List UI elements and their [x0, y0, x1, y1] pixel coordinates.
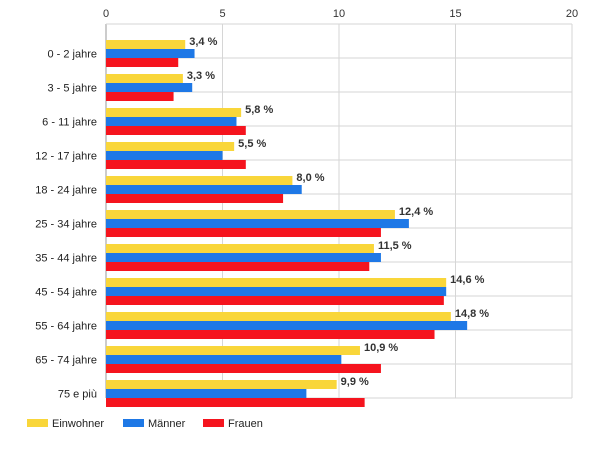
bar-einwohner	[106, 346, 360, 355]
bar-maenner	[106, 287, 447, 296]
x-tick-label: 20	[566, 8, 578, 20]
bar-frauen	[106, 262, 370, 271]
legend-label-maenner: Männer	[148, 418, 186, 430]
category-label: 25 - 34 jahre	[35, 219, 97, 231]
data-label: 9,9 %	[341, 376, 369, 388]
legend-label-einwohner: Einwohner	[52, 418, 104, 430]
bar-einwohner	[106, 312, 451, 321]
bar-frauen	[106, 330, 435, 339]
bars	[106, 40, 468, 407]
bar-einwohner	[106, 244, 374, 253]
data-label: 11,5 %	[378, 240, 412, 252]
legend-swatch-einwohner	[27, 419, 48, 427]
bar-frauen	[106, 58, 179, 67]
bar-maenner	[106, 355, 342, 364]
data-label: 12,4 %	[399, 206, 433, 218]
x-tick-label: 0	[103, 8, 109, 20]
legend-swatch-maenner	[123, 419, 144, 427]
legend: Einwohner Männer Frauen	[27, 418, 263, 430]
x-axis-ticks: 0 5 10 15 20	[103, 8, 578, 20]
bar-frauen	[106, 194, 284, 203]
category-label: 6 - 11 jahre	[42, 117, 97, 129]
category-label: 0 - 2 jahre	[47, 49, 97, 61]
category-label: 55 - 64 jahre	[35, 321, 97, 333]
bar-frauen	[106, 92, 174, 101]
bar-frauen	[106, 296, 444, 305]
bar-frauen	[106, 364, 381, 373]
data-label: 14,8 %	[455, 308, 489, 320]
bar-einwohner	[106, 74, 183, 83]
data-label: 5,5 %	[238, 138, 266, 150]
category-label: 65 - 74 jahre	[35, 355, 97, 367]
category-labels: 0 - 2 jahre 3 - 5 jahre 6 - 11 jahre 12 - 1…	[35, 49, 97, 401]
category-label: 75 e più	[58, 389, 97, 401]
category-label: 18 - 24 jahre	[35, 185, 97, 197]
x-tick-label: 5	[219, 8, 225, 20]
category-label: 35 - 44 jahre	[35, 253, 97, 265]
data-label: 3,3 %	[187, 70, 215, 82]
bar-einwohner	[106, 210, 395, 219]
bar-einwohner	[106, 40, 186, 49]
data-label: 8,0 %	[296, 172, 324, 184]
data-label: 5,8 %	[245, 104, 273, 116]
bar-maenner	[106, 185, 302, 194]
bar-maenner	[106, 117, 237, 126]
bar-maenner	[106, 49, 195, 58]
x-tick-label: 15	[449, 8, 461, 20]
bar-einwohner	[106, 380, 337, 389]
bar-einwohner	[106, 142, 235, 151]
category-label: 12 - 17 jahre	[35, 151, 97, 163]
bar-maenner	[106, 321, 468, 330]
category-label: 45 - 54 jahre	[35, 287, 97, 299]
bar-einwohner	[106, 108, 242, 117]
bar-frauen	[106, 228, 381, 237]
bar-maenner	[106, 83, 193, 92]
bar-frauen	[106, 126, 246, 135]
category-label: 3 - 5 jahre	[47, 83, 97, 95]
bar-maenner	[106, 219, 409, 228]
bar-maenner	[106, 253, 381, 262]
bar-einwohner	[106, 278, 447, 287]
data-labels: 3,4 % 3,3 % 5,8 % 5,5 % 8,0 % 12,4 % 11,5 % 14,…	[187, 36, 489, 388]
bar-maenner	[106, 151, 223, 160]
data-label: 10,9 %	[364, 342, 398, 354]
data-label: 3,4 %	[189, 36, 217, 48]
bar-frauen	[106, 398, 365, 407]
legend-label-frauen: Frauen	[228, 418, 263, 430]
data-label: 14,6 %	[450, 274, 484, 286]
bar-maenner	[106, 389, 307, 398]
x-tick-label: 10	[333, 8, 345, 20]
bar-einwohner	[106, 176, 293, 185]
legend-swatch-frauen	[203, 419, 224, 427]
bar-frauen	[106, 160, 246, 169]
